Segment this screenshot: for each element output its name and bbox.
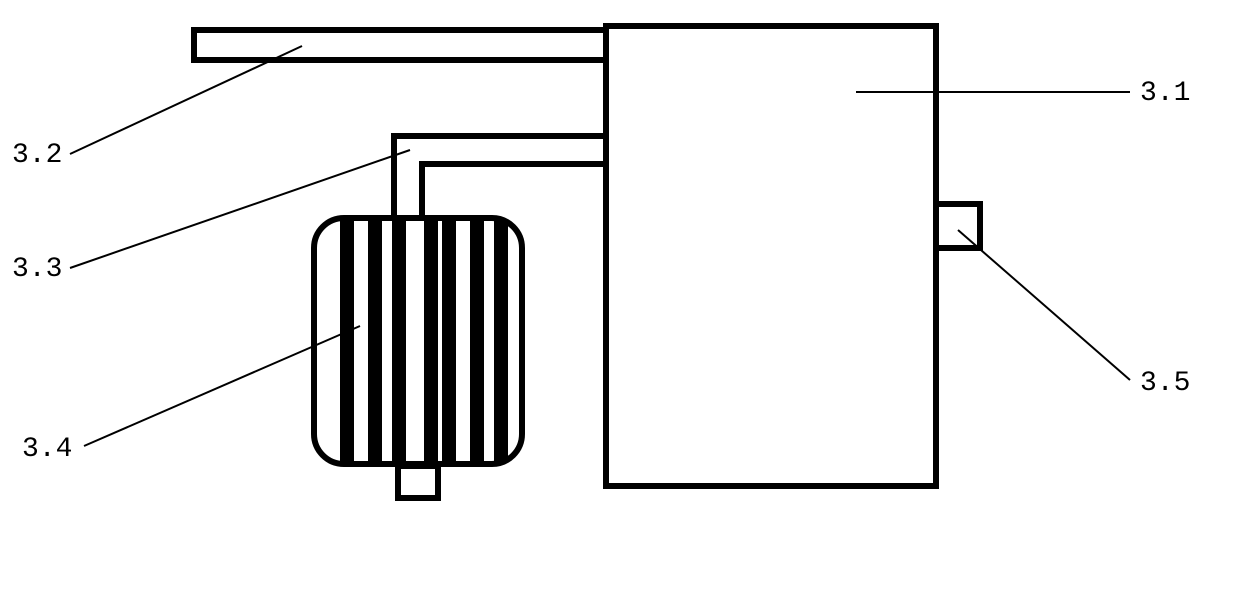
top-bar [194, 30, 606, 60]
leader-l34 [84, 326, 360, 446]
label-l34: 3.4 [22, 434, 72, 465]
coil-stripe [424, 214, 438, 468]
coil-stripe [392, 214, 406, 468]
coil-bottom-port [398, 466, 438, 498]
leader-l32 [70, 46, 302, 154]
side-port [936, 204, 980, 248]
leader-l33 [70, 150, 410, 268]
coil-stripe [442, 214, 456, 468]
label-l31: 3.1 [1140, 78, 1190, 109]
leader-l35 [958, 230, 1130, 380]
label-l33: 3.3 [12, 254, 62, 285]
label-l35: 3.5 [1140, 368, 1190, 399]
coil-stripe [494, 214, 508, 468]
coil-stripes [340, 214, 508, 468]
coil-stripe [368, 214, 382, 468]
coil-stripe [340, 214, 354, 468]
coil-stripe [470, 214, 484, 468]
elbow-pipe [394, 136, 606, 218]
label-l32: 3.2 [12, 140, 62, 171]
main-box [606, 26, 936, 486]
